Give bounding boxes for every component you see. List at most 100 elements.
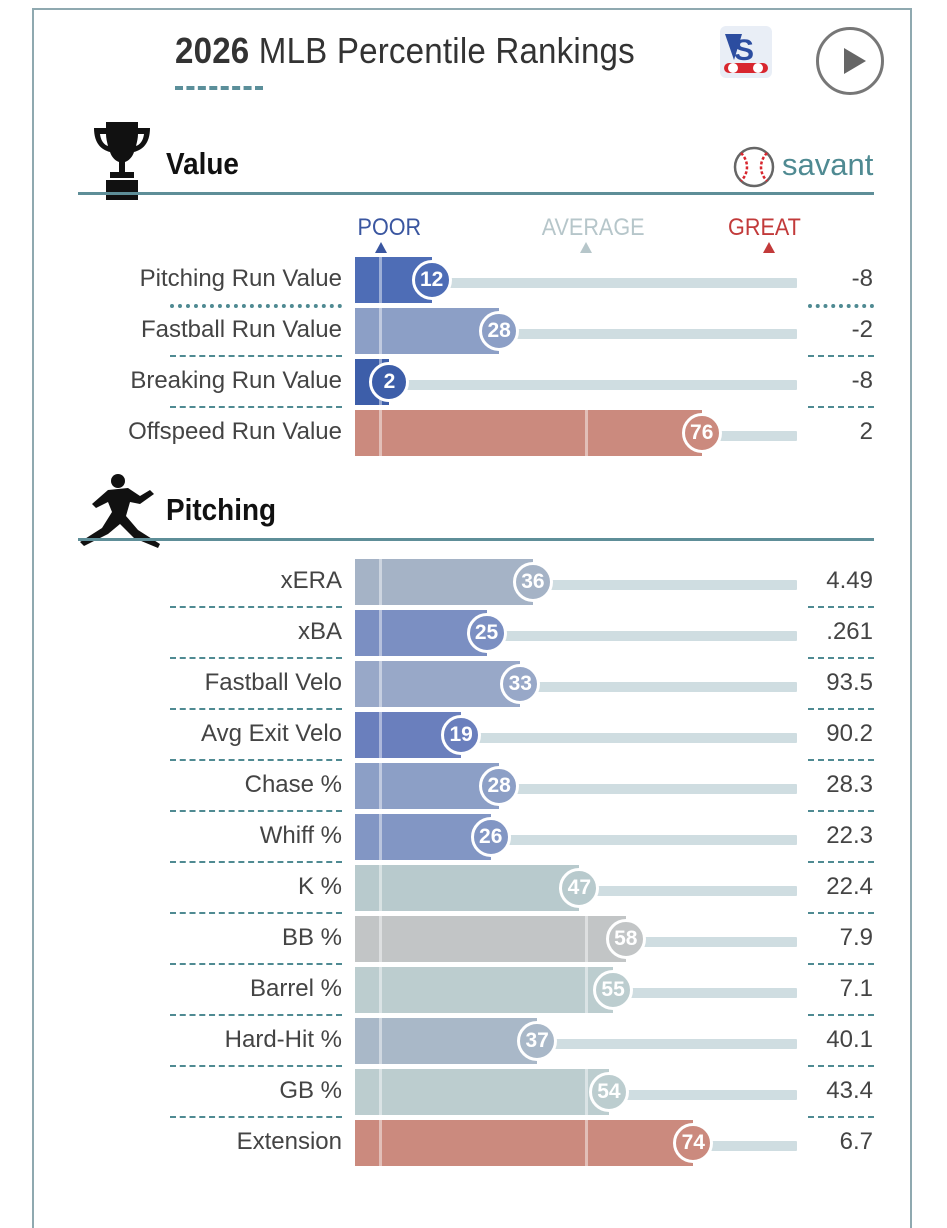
- percentile-bubble: 54: [588, 1072, 629, 1112]
- metric-value: 40.1: [826, 1026, 873, 1053]
- percentile-row[interactable]: Pitching Run Value 12 -8: [0, 257, 947, 303]
- percentile-row[interactable]: GB % 54 43.4: [0, 1069, 947, 1115]
- percentile-bubble: 76: [681, 413, 722, 453]
- metric-value: 22.3: [826, 822, 873, 849]
- row-divider: [808, 1116, 874, 1118]
- percentile-bar: [355, 1120, 694, 1166]
- bar-tick: [379, 610, 382, 656]
- section-title-pitching: Pitching: [166, 492, 277, 527]
- section-rule-value: [78, 192, 874, 195]
- row-divider: [808, 708, 874, 710]
- percentile-row[interactable]: Chase % 28 28.3: [0, 763, 947, 809]
- percentile-bubble: 25: [466, 613, 507, 653]
- metric-label: Pitching Run Value: [139, 265, 342, 292]
- percentile-row[interactable]: Fastball Velo 33 93.5: [0, 661, 947, 707]
- row-divider: [808, 406, 874, 408]
- row-divider: [170, 606, 342, 608]
- percentile-row[interactable]: Offspeed Run Value 76 2: [0, 410, 947, 456]
- bar-tick: [379, 916, 382, 962]
- percentile-row[interactable]: Hard-Hit % 37 40.1: [0, 1018, 947, 1064]
- percentile-bubble: 47: [559, 868, 600, 908]
- row-divider: [170, 406, 342, 408]
- scale-poor-marker: [375, 242, 387, 253]
- metric-value: -8: [851, 265, 873, 292]
- percentile-row[interactable]: Breaking Run Value 2 -8: [0, 359, 947, 405]
- metric-value: 28.3: [826, 771, 873, 798]
- metric-value: 7.9: [839, 924, 873, 951]
- svg-text:S: S: [734, 34, 754, 67]
- percentile-bubble: 37: [517, 1021, 558, 1061]
- percentile-bar: [355, 1018, 538, 1064]
- percentile-track: [355, 278, 797, 288]
- percentile-track: [355, 835, 797, 845]
- row-divider: [808, 304, 874, 308]
- metric-value: 22.4: [826, 873, 873, 900]
- page-title: 2026 MLB Percentile Rankings: [175, 30, 675, 80]
- percentile-bubble: 74: [673, 1123, 714, 1163]
- bar-tick: [379, 967, 382, 1013]
- percentile-bubble: 12: [411, 260, 452, 300]
- scale-great-label: GREAT: [728, 214, 801, 241]
- percentile-bar: [355, 661, 521, 707]
- row-divider: [170, 657, 342, 659]
- percentile-track: [355, 682, 797, 692]
- row-divider: [808, 657, 874, 659]
- row-divider: [808, 759, 874, 761]
- metric-value: -2: [851, 316, 873, 343]
- bar-tick: [379, 712, 382, 758]
- row-divider: [808, 1014, 874, 1016]
- card-frame: [32, 8, 912, 1228]
- title-year: 2026: [175, 30, 250, 71]
- percentile-row[interactable]: xBA 25 .261: [0, 610, 947, 656]
- percentile-bubble: 33: [500, 664, 541, 704]
- percentile-bar: [355, 967, 614, 1013]
- percentile-bar: [355, 865, 580, 911]
- percentile-row[interactable]: Fastball Run Value 28 -2: [0, 308, 947, 354]
- percentile-row[interactable]: Avg Exit Velo 19 90.2: [0, 712, 947, 758]
- percentile-row[interactable]: Whiff % 26 22.3: [0, 814, 947, 860]
- percentile-track: [355, 329, 797, 339]
- bar-tick: [379, 1069, 382, 1115]
- play-icon[interactable]: [816, 27, 884, 95]
- row-divider: [170, 861, 342, 863]
- scale-great-marker: [763, 242, 775, 253]
- bar-tick: [379, 763, 382, 809]
- scale-poor-label: POOR: [357, 214, 422, 241]
- vs-logo-icon[interactable]: S: [720, 26, 772, 78]
- metric-value: 93.5: [826, 669, 873, 696]
- percentile-bubble: 28: [479, 311, 520, 351]
- percentile-row[interactable]: K % 47 22.4: [0, 865, 947, 911]
- section-title-value: Value: [166, 146, 239, 181]
- row-divider: [170, 759, 342, 761]
- row-divider: [808, 861, 874, 863]
- percentile-row[interactable]: xERA 36 4.49: [0, 559, 947, 605]
- metric-label: K %: [297, 873, 342, 900]
- metric-label: xBA: [297, 618, 342, 645]
- percentile-row[interactable]: BB % 58 7.9: [0, 916, 947, 962]
- percentile-bubble: 2: [369, 362, 410, 402]
- row-divider: [170, 912, 342, 914]
- pitcher-icon: [78, 472, 164, 555]
- percentile-row[interactable]: Barrel % 55 7.1: [0, 967, 947, 1013]
- bar-tick: [379, 865, 382, 911]
- percentile-track: [355, 380, 797, 390]
- row-divider: [808, 912, 874, 914]
- row-divider: [170, 1014, 342, 1016]
- percentile-track: [355, 631, 797, 641]
- metric-label: Breaking Run Value: [130, 367, 342, 394]
- percentile-row[interactable]: Extension 74 6.7: [0, 1120, 947, 1166]
- metric-label: Offspeed Run Value: [128, 418, 342, 445]
- row-divider: [170, 708, 342, 710]
- percentile-track: [355, 784, 797, 794]
- row-divider: [170, 963, 342, 965]
- bar-tick: [379, 257, 382, 303]
- metric-label: GB %: [279, 1077, 342, 1104]
- percentile-bubble: 58: [605, 919, 646, 959]
- bar-tick: [379, 814, 382, 860]
- bar-tick: [585, 967, 588, 1013]
- percentile-bar: [355, 916, 626, 962]
- row-divider: [170, 304, 342, 308]
- metric-value: 90.2: [826, 720, 873, 747]
- metric-label: Chase %: [244, 771, 342, 798]
- percentile-bar: [355, 763, 500, 809]
